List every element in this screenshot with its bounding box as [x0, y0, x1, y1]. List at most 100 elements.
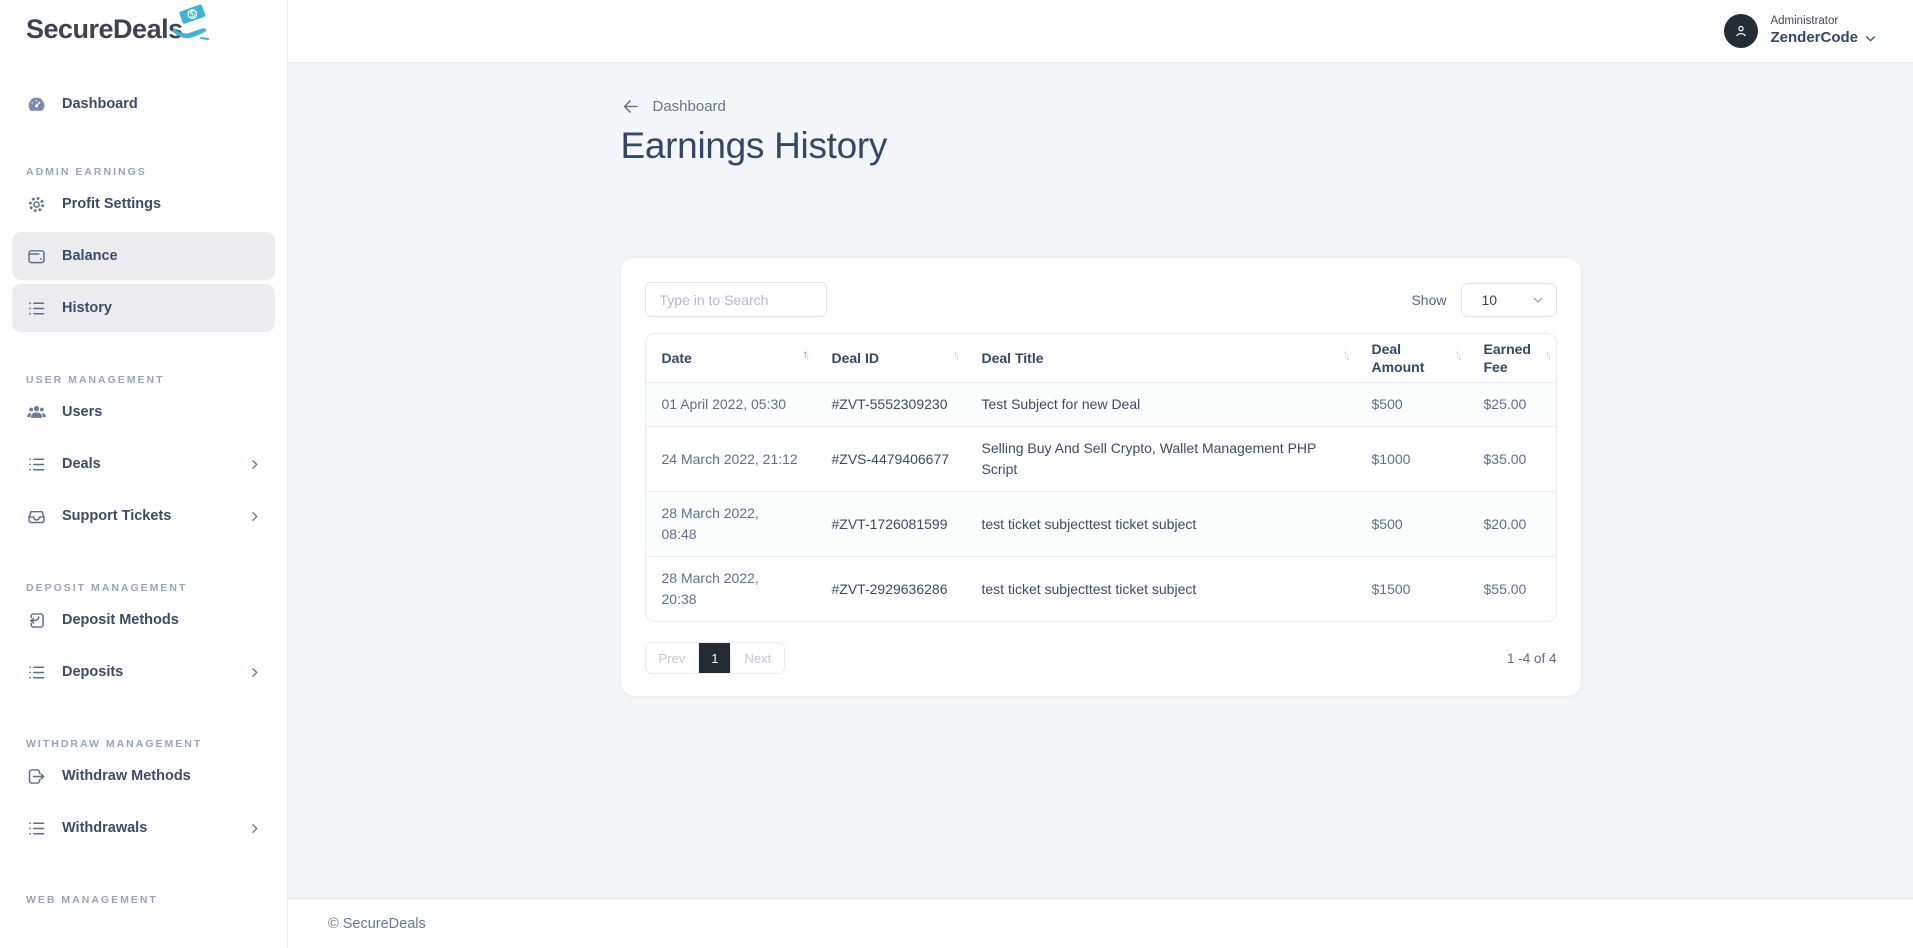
sidebar-item-label: History — [62, 300, 112, 316]
sidebar-section-deposit-management: Deposit Management — [26, 582, 188, 594]
sort-icon: ↑↓ — [802, 348, 811, 363]
gear-icon — [28, 196, 45, 212]
chevron-right-icon — [252, 823, 258, 833]
avatar — [1724, 14, 1759, 48]
list-icon — [29, 457, 45, 471]
page-size-select[interactable]: 10 — [1460, 282, 1557, 317]
cell-deal-id: #ZVS-4479406677 — [815, 426, 966, 492]
table-row: 28 March 2022, 08:48 #ZVT-1726081599 tes… — [645, 491, 1556, 557]
sidebar-item-label: Balance — [62, 248, 118, 264]
chevron-right-icon — [252, 459, 258, 469]
page-1-button[interactable]: 1 — [699, 643, 731, 673]
sidebar-item-withdraw-methods[interactable]: Withdraw Methods — [12, 752, 275, 800]
cell-deal-amount: $1500 — [1355, 556, 1468, 621]
wallet-icon — [28, 249, 45, 263]
sidebar-item-label: Dashboard — [62, 96, 138, 112]
column-header-earned-fee[interactable]: Earned Fee ↑↓ — [1467, 334, 1556, 383]
svg-text:$: $ — [188, 8, 196, 19]
withdraw-icon — [28, 768, 45, 784]
column-header-deal-id[interactable]: Deal ID ↑↓ — [815, 334, 966, 383]
list-icon — [29, 665, 45, 679]
main-column: Administrator ZenderCode Dashboard Earni… — [288, 0, 1913, 948]
user-role: Administrator — [1770, 15, 1839, 28]
search-input[interactable] — [644, 282, 827, 317]
card-toolbar: Show 10 — [644, 282, 1557, 317]
list-icon — [29, 821, 45, 835]
table-row: 28 March 2022, 20:38 #ZVT-2929636286 tes… — [645, 556, 1556, 621]
sidebar-item-users[interactable]: Users — [12, 388, 275, 436]
sidebar-item-label: Users — [62, 404, 103, 420]
sidebar-item-label: Deposit Methods — [62, 612, 179, 628]
cell-deal-amount: $500 — [1355, 382, 1468, 427]
sidebar-nav: Dashboard Admin Earnings Profit Settings… — [0, 64, 287, 908]
results-range: 1 -4 of 4 — [1506, 650, 1557, 666]
column-header-deal-amount[interactable]: Deal Amount ↑↓ — [1355, 334, 1468, 383]
sidebar-item-deals[interactable]: Deals — [12, 440, 275, 488]
page-size-value: 10 — [1481, 291, 1498, 308]
cell-deal-title: Selling Buy And Sell Crypto, Wallet Mana… — [965, 426, 1356, 492]
user-name: ZenderCode — [1770, 28, 1858, 46]
page-title: Earnings History — [620, 125, 888, 166]
sidebar-item-dashboard[interactable]: Dashboard — [12, 80, 275, 128]
person-icon — [1736, 25, 1747, 37]
show-label: Show — [1411, 291, 1447, 308]
page-size-group: Show 10 — [1411, 282, 1557, 317]
list-icon — [29, 301, 45, 315]
sidebar-section-user-management: User Management — [26, 374, 165, 386]
sidebar-item-withdrawals[interactable]: Withdrawals — [12, 804, 275, 852]
dashboard-icon — [28, 97, 45, 111]
sidebar-section-admin-earnings: Admin Earnings — [26, 166, 147, 178]
cell-date: 28 March 2022, 08:48 — [645, 491, 816, 557]
earnings-table: Date ↑↓ Deal ID ↑↓ Deal Title — [644, 333, 1557, 622]
sidebar-item-label: Support Tickets — [62, 508, 172, 524]
sidebar-item-profit-settings[interactable]: Profit Settings — [12, 180, 275, 228]
user-text: Administrator ZenderCode — [1770, 14, 1877, 47]
sidebar-section-withdraw-management: Withdraw Management — [26, 738, 203, 750]
sort-icon: ↑↓ — [952, 348, 961, 363]
breadcrumb[interactable]: Dashboard — [621, 97, 726, 116]
app-logo[interactable]: SecureDeals $ — [0, 0, 230, 64]
breadcrumb-label: Dashboard — [652, 98, 726, 115]
sidebar-section-web-management: Web Management — [26, 894, 158, 906]
cell-deal-title: Test Subject for new Deal — [965, 382, 1356, 427]
column-header-deal-title[interactable]: Deal Title ↑↓ — [965, 334, 1356, 383]
cell-earned-fee: $35.00 — [1467, 426, 1556, 492]
sort-icon: ↑↓ — [1454, 348, 1463, 363]
sidebar-item-history[interactable]: History — [12, 284, 275, 332]
app-logo-text: SecureDeals — [26, 14, 183, 44]
column-header-date[interactable]: Date ↑↓ — [645, 334, 816, 383]
sidebar-item-support-tickets[interactable]: Support Tickets — [12, 492, 275, 540]
cell-earned-fee: $55.00 — [1467, 556, 1556, 621]
footer: © SecureDeals — [288, 898, 1913, 948]
table-row: 24 March 2022, 21:12 #ZVS-4479406677 Sel… — [645, 426, 1556, 492]
chevron-down-icon — [1866, 35, 1875, 42]
copyright-text: © SecureDeals — [328, 915, 426, 932]
sidebar-item-deposits[interactable]: Deposits — [12, 648, 275, 696]
sidebar: SecureDeals $ Dashboard — [0, 0, 288, 948]
sidebar-item-label: Profit Settings — [62, 196, 162, 212]
money-hand-icon: $ — [172, 4, 209, 40]
content-area: Dashboard Earnings History Show 10 — [288, 63, 1913, 898]
sidebar-item-label: Deals — [62, 456, 101, 472]
sidebar-item-balance[interactable]: Balance — [12, 232, 275, 280]
sidebar-item-deposit-methods[interactable]: Deposit Methods — [12, 596, 275, 644]
card-footer: Prev 1 Next 1 -4 of 4 — [644, 642, 1557, 674]
inbox-icon — [28, 510, 45, 523]
cell-deal-id: #ZVT-1726081599 — [815, 491, 966, 557]
back-arrow-icon — [623, 100, 638, 113]
chevron-right-icon — [252, 667, 258, 677]
user-menu[interactable]: Administrator ZenderCode — [1724, 14, 1877, 48]
users-icon — [27, 405, 46, 418]
sort-icon: ↑↓ — [1544, 348, 1553, 363]
deposit-icon — [30, 612, 44, 628]
chevron-down-icon — [1533, 297, 1542, 303]
cell-deal-id: #ZVT-5552309230 — [815, 382, 966, 427]
topbar: Administrator ZenderCode — [288, 0, 1913, 63]
prev-page-button[interactable]: Prev — [645, 643, 700, 673]
cell-deal-id: #ZVT-2929636286 — [815, 556, 966, 621]
cell-deal-title: test ticket subjecttest ticket subject — [965, 491, 1356, 557]
cell-deal-amount: $1000 — [1355, 426, 1468, 492]
sidebar-item-label: Withdraw Methods — [62, 768, 191, 784]
next-page-button[interactable]: Next — [730, 643, 785, 673]
